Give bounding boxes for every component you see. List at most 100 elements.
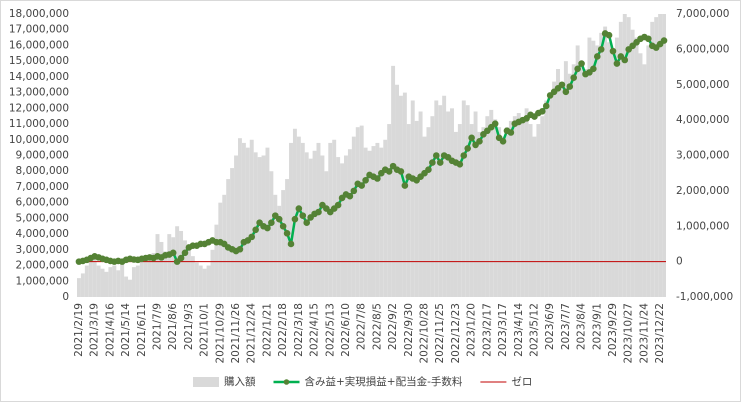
- line-marker: [542, 102, 550, 110]
- bar: [387, 124, 392, 297]
- line-marker: [389, 162, 397, 170]
- bar: [257, 157, 262, 297]
- bar: [654, 17, 659, 298]
- y-tick-label: 5,000,000: [16, 212, 69, 224]
- bar: [642, 64, 647, 297]
- line-marker: [566, 83, 574, 90]
- bar: [603, 26, 608, 297]
- bar: [587, 37, 592, 297]
- y2-tick-label: 7,000,000: [676, 8, 729, 20]
- bar: [520, 117, 525, 298]
- line-marker: [645, 35, 652, 43]
- line-marker: [656, 40, 664, 48]
- bar: [650, 21, 655, 297]
- bar: [438, 105, 443, 297]
- bar: [151, 252, 156, 297]
- line-marker: [593, 53, 601, 60]
- line-marker: [291, 215, 299, 223]
- line-marker: [326, 208, 334, 216]
- bar: [599, 32, 604, 297]
- bar: [442, 95, 447, 297]
- bar: [265, 147, 270, 297]
- legend-marker: [283, 379, 290, 385]
- bar: [316, 142, 321, 297]
- y-tick-label: 2,000,000: [16, 260, 69, 272]
- bar: [611, 48, 615, 297]
- bar: [591, 40, 596, 297]
- line-marker: [495, 134, 503, 142]
- line-marker: [268, 219, 275, 227]
- x-tick-label: 2022/1/21: [261, 303, 273, 357]
- line-marker: [605, 31, 613, 39]
- line-marker: [299, 212, 307, 219]
- line-marker: [256, 219, 263, 227]
- y-tick-label: 0: [62, 291, 69, 303]
- bar: [469, 124, 474, 297]
- y-tick-label: 1,000,000: [16, 275, 69, 287]
- line-marker: [460, 152, 468, 159]
- x-tick-label: 2021/9/3: [183, 303, 195, 350]
- line-marker: [617, 53, 625, 60]
- bar: [622, 14, 627, 297]
- bar: [457, 124, 462, 297]
- line-marker: [629, 42, 636, 50]
- bar: [336, 157, 341, 297]
- bar: [179, 230, 184, 297]
- line-marker: [429, 159, 436, 166]
- line-marker: [283, 230, 291, 237]
- line-marker: [558, 81, 566, 89]
- bar: [434, 100, 439, 297]
- line-marker: [550, 88, 558, 96]
- bar: [88, 260, 93, 297]
- bar: [505, 127, 509, 297]
- bar: [116, 270, 121, 297]
- y2-tick-label: 3,000,000: [676, 150, 729, 162]
- bar: [646, 45, 651, 297]
- x-tick-label: 2021/6/11: [136, 303, 148, 357]
- line-marker: [625, 46, 632, 53]
- line-marker: [472, 141, 479, 149]
- x-tick-label: 2023/4/14: [513, 303, 525, 357]
- bar: [285, 179, 290, 297]
- bar: [351, 136, 356, 297]
- line-marker: [338, 194, 346, 202]
- line-marker: [173, 258, 181, 265]
- x-tick-label: 2022/11/25: [434, 303, 446, 364]
- line-marker: [487, 123, 495, 131]
- line-marker: [609, 47, 617, 55]
- x-tick-label: 2022/7/8: [356, 303, 368, 350]
- line-marker: [597, 46, 605, 53]
- y2-tick-label: 1,000,000: [676, 220, 729, 232]
- bar: [253, 152, 258, 297]
- bar: [512, 116, 517, 297]
- bar: [332, 139, 337, 297]
- bar: [292, 128, 297, 297]
- bar: [528, 124, 533, 297]
- bar: [218, 202, 223, 297]
- bar: [607, 42, 612, 297]
- x-tick-label: 2022/5/13: [324, 303, 336, 357]
- line-marker: [421, 169, 428, 177]
- y-tick-label: 3,000,000: [16, 244, 69, 256]
- y2-tick-label: 0: [676, 256, 683, 268]
- line-marker: [425, 166, 432, 173]
- line-marker: [468, 134, 475, 142]
- x-tick-label: 2021/4/16: [104, 303, 116, 357]
- line-marker: [590, 65, 597, 73]
- bar: [206, 265, 211, 297]
- x-tick-label: 2023/11/24: [638, 303, 650, 364]
- bar: [289, 142, 293, 297]
- bar: [375, 142, 380, 297]
- bar: [430, 116, 435, 297]
- bar: [226, 179, 231, 297]
- line-marker: [480, 130, 487, 138]
- bar: [277, 205, 282, 297]
- bar: [575, 45, 580, 297]
- line-marker: [491, 120, 499, 127]
- bar: [379, 147, 384, 297]
- bar: [214, 224, 219, 297]
- bar: [414, 120, 419, 298]
- line-marker: [660, 37, 668, 44]
- x-tick-label: 2022/10/28: [419, 303, 431, 364]
- bar: [135, 265, 140, 297]
